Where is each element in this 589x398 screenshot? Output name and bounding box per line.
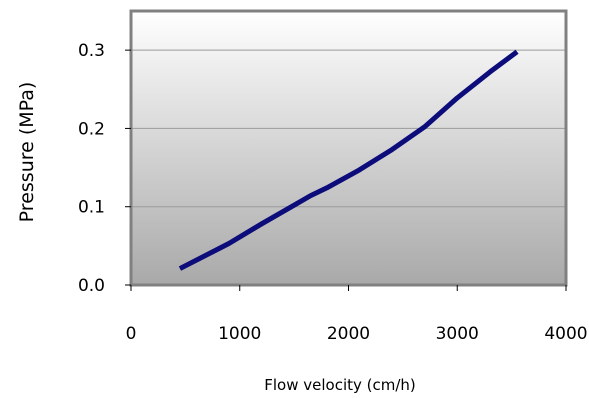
- x-tick-label: 0: [126, 324, 137, 344]
- y-tick-label: 0.2: [78, 119, 105, 139]
- x-tick-label: 2000: [327, 324, 370, 344]
- gridlines: [131, 49, 566, 208]
- x-tick-label: 4000: [544, 324, 587, 344]
- y-tick-label: 0.1: [78, 198, 105, 218]
- y-axis: 0.0 0.1 0.2 0.3: [78, 41, 131, 296]
- y-tick-label: 0.0: [78, 276, 105, 296]
- series-line-0: [178, 49, 519, 271]
- x-tick-label: 3000: [436, 324, 479, 344]
- plot-area: [131, 11, 566, 285]
- x-tick-label: 1000: [218, 324, 261, 344]
- x-axis: 0 1000 2000 3000 4000: [126, 285, 588, 344]
- series-group: [178, 49, 519, 271]
- y-axis-title: Pressure (MPa): [16, 82, 38, 223]
- y-tick-label: 0.3: [78, 41, 105, 61]
- x-axis-title: Flow velocity (cm/h): [264, 376, 416, 394]
